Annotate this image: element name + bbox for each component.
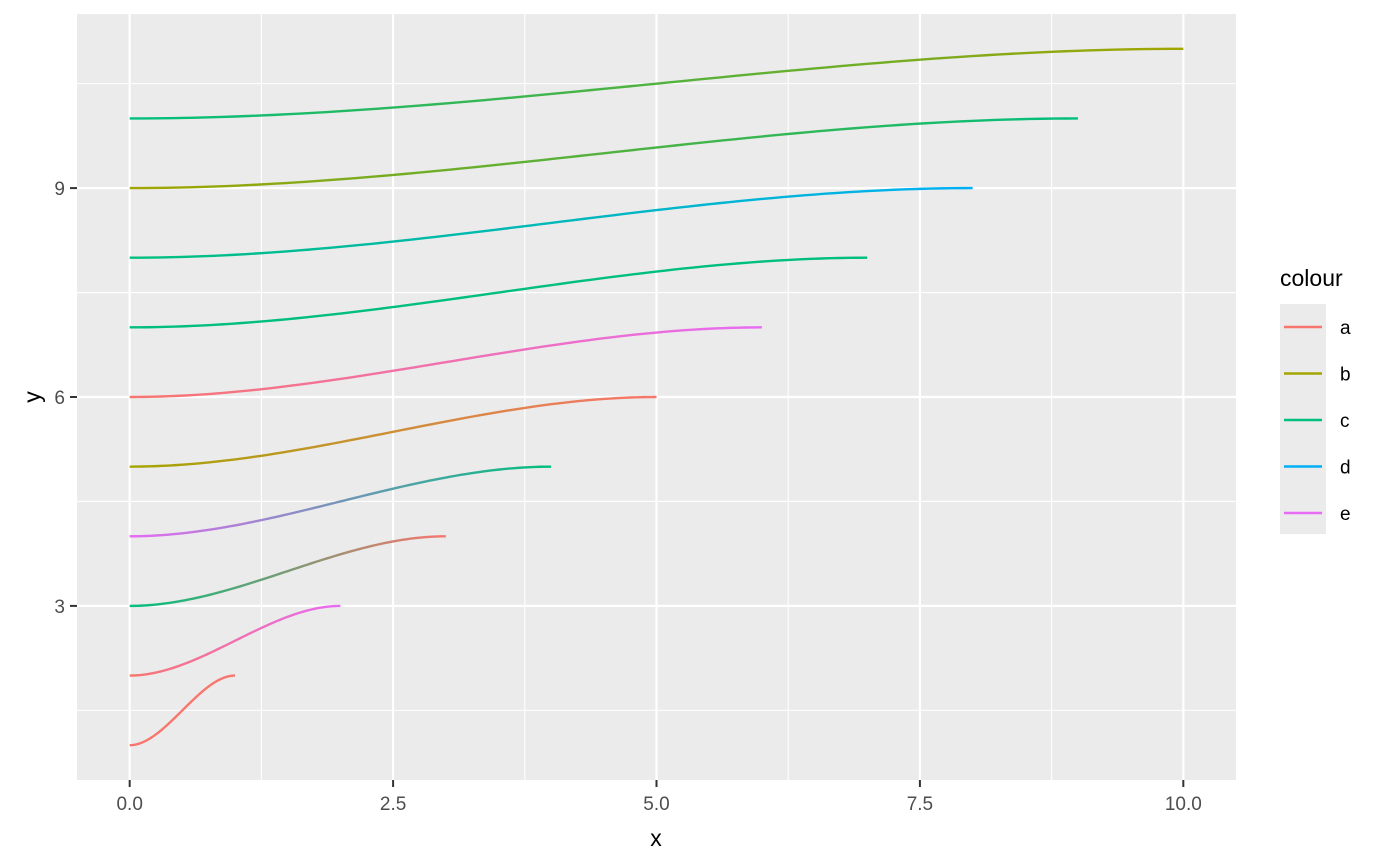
series-line (129, 395, 657, 468)
y-tick-label: 9 (54, 179, 65, 200)
series-line (129, 256, 868, 329)
series-line (129, 674, 236, 747)
x-tick-label: 10.0 (1165, 794, 1202, 815)
x-tick-label: 7.5 (907, 794, 933, 815)
series-line (129, 535, 446, 608)
series-lines (129, 47, 1184, 747)
x-axis-title: x (650, 825, 662, 851)
x-axis: 0.0 2.5 5.0 7.5 10.0 (116, 780, 1202, 815)
series-line (129, 47, 1184, 120)
legend-label: e (1340, 504, 1351, 525)
series-line (129, 117, 1078, 190)
legend-label: c (1340, 411, 1350, 432)
y-axis-title: y (19, 391, 45, 403)
y-axis: 3 6 9 (54, 179, 77, 618)
legend-label: d (1340, 458, 1351, 479)
series-line (129, 186, 973, 259)
x-tick-label: 2.5 (380, 794, 406, 815)
legend-title: colour (1280, 265, 1343, 291)
legend: colour a b c d e (1280, 265, 1351, 534)
y-tick-label: 3 (54, 597, 65, 618)
y-tick-label: 6 (54, 388, 65, 409)
x-tick-label: 0.0 (116, 794, 142, 815)
series-line (129, 465, 552, 538)
x-tick-label: 5.0 (643, 794, 669, 815)
series-line (129, 326, 762, 399)
series-line (129, 604, 341, 677)
legend-label: a (1340, 318, 1351, 339)
legend-label: b (1340, 365, 1351, 386)
